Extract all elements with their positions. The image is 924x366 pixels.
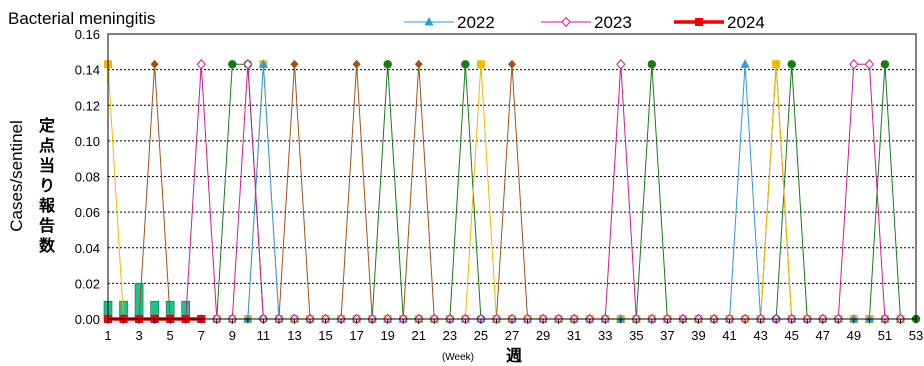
legend-marker xyxy=(561,16,571,28)
x-tick-label: 51 xyxy=(878,328,892,343)
bars xyxy=(103,283,190,320)
legend-label: 2023 xyxy=(594,13,632,32)
x-tick-label: 19 xyxy=(380,328,394,343)
y-label-jp-char: り xyxy=(39,176,55,195)
series-marker xyxy=(476,60,485,69)
legend-item-2024: 2024 xyxy=(674,13,765,32)
x-tick-label: 33 xyxy=(598,328,612,343)
series-marker xyxy=(150,59,159,69)
y-tick-label: 0.08 xyxy=(75,170,100,185)
series-marker xyxy=(228,60,237,69)
legend-item-2023: 2023 xyxy=(541,13,632,32)
series-line xyxy=(108,64,901,320)
x-tick-label: 9 xyxy=(229,328,236,343)
x-tick-label: 21 xyxy=(412,328,426,343)
series-marker xyxy=(383,60,392,69)
series-marker xyxy=(787,60,796,69)
x-tick-label: 47 xyxy=(816,328,830,343)
series-marker xyxy=(461,60,470,69)
series-marker xyxy=(243,59,253,70)
series-marker xyxy=(258,59,268,68)
series-marker xyxy=(647,60,657,69)
y-tick-label: 0.10 xyxy=(75,134,100,149)
y-label-jp-char: 定 xyxy=(38,116,55,135)
series-marker xyxy=(616,314,626,323)
x-tick-label: 25 xyxy=(474,328,488,343)
x-tick-label: 7 xyxy=(198,328,205,343)
legend-marker xyxy=(695,18,703,26)
y-axis-label: Cases/sentinel xyxy=(7,120,26,232)
y-label-jp-char: 告 xyxy=(39,216,55,235)
x-tick-label: 29 xyxy=(536,328,550,343)
y-label-jp-char: 点 xyxy=(39,136,55,155)
chart-title: Bacterial meningitis xyxy=(8,9,155,28)
x-tick-label: 23 xyxy=(443,328,457,343)
series-marker xyxy=(864,314,874,323)
legend-item-2022: 2022 xyxy=(404,13,495,32)
series-marker xyxy=(864,59,875,70)
x-tick-label: 11 xyxy=(257,328,271,343)
series-marker xyxy=(849,59,859,70)
x-tick-label: 13 xyxy=(287,328,301,343)
x-tick-label: 15 xyxy=(318,328,332,343)
x-tick-label: 37 xyxy=(660,328,674,343)
series-line xyxy=(108,63,916,320)
x-tick-label: 31 xyxy=(567,328,581,343)
series-marker xyxy=(290,59,299,69)
y-tick-label: 0.04 xyxy=(75,241,100,256)
y-label-jp-char: 当 xyxy=(39,156,55,175)
x-tick-label: 43 xyxy=(753,328,767,343)
series-marker xyxy=(352,59,361,69)
legend-label: 2022 xyxy=(457,13,495,32)
y-label-jp-char: 報 xyxy=(39,196,56,215)
series-marker xyxy=(508,59,516,69)
legend-marker xyxy=(424,17,434,26)
x-tick-label: 3 xyxy=(135,328,142,343)
y-tick-label: 0.14 xyxy=(75,63,100,78)
x-tick-label: 1 xyxy=(104,328,111,343)
y-axis-ticks: 0.00 0.02 0.04 0.06 0.08 0.10 0.12 0.14 0.16 xyxy=(75,27,100,327)
x-tick-label: 41 xyxy=(722,328,736,343)
x-axis-label-jp: 週 xyxy=(506,346,522,365)
grid xyxy=(108,69,916,284)
y-tick-label: 0.06 xyxy=(75,205,100,220)
series-marker xyxy=(196,59,206,70)
legend: 2022 2023 2024 xyxy=(404,13,765,32)
series-marker xyxy=(772,60,781,69)
x-tick-label: 5 xyxy=(167,328,174,343)
x-tick-label: 39 xyxy=(691,328,705,343)
x-tick-label: 27 xyxy=(505,328,519,343)
series-marker xyxy=(243,314,253,323)
y-tick-label: 0.12 xyxy=(75,98,100,113)
series-marker xyxy=(616,59,626,70)
x-tick-label: 17 xyxy=(349,328,363,343)
x-tick-label: 49 xyxy=(847,328,861,343)
series-marker xyxy=(414,59,423,69)
x-tick-label: 45 xyxy=(784,328,798,343)
x-axis-ticks: 1 3 5 7 9 11 13 15 17 19 21 23 25 27 29 31 33 35 37 39 41 43 4… xyxy=(104,319,923,343)
series-marker xyxy=(849,314,859,323)
x-axis-label-week: (Week) xyxy=(442,352,474,363)
y-tick-label: 0.00 xyxy=(75,312,100,327)
y-label-jp-char: 数 xyxy=(39,236,56,255)
y-tick-label: 0.02 xyxy=(75,276,100,291)
x-tick-label: 53 xyxy=(909,328,923,343)
legend-label: 2024 xyxy=(727,13,765,32)
series-marker xyxy=(880,60,890,69)
x-tick-label: 35 xyxy=(629,328,643,343)
y-tick-label: 0.16 xyxy=(75,27,100,42)
series-marker xyxy=(740,59,750,68)
